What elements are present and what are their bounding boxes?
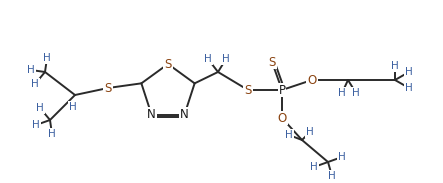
Text: H: H xyxy=(43,53,51,63)
Text: S: S xyxy=(268,55,276,68)
Text: S: S xyxy=(104,81,112,94)
Text: O: O xyxy=(277,111,287,124)
Text: H: H xyxy=(338,88,346,98)
Text: H: H xyxy=(204,54,212,64)
Text: H: H xyxy=(32,120,40,130)
Text: H: H xyxy=(31,79,39,89)
Text: H: H xyxy=(27,65,35,75)
Text: N: N xyxy=(147,108,156,121)
Text: H: H xyxy=(222,54,230,64)
Text: H: H xyxy=(48,129,56,139)
Text: H: H xyxy=(285,130,293,140)
Text: H: H xyxy=(338,152,346,162)
Text: S: S xyxy=(164,57,172,70)
Text: H: H xyxy=(69,102,77,112)
Text: H: H xyxy=(306,127,314,137)
Text: H: H xyxy=(36,103,44,113)
Text: H: H xyxy=(310,162,318,172)
Text: O: O xyxy=(307,74,317,87)
Text: H: H xyxy=(405,67,413,77)
Text: H: H xyxy=(405,83,413,93)
Text: H: H xyxy=(391,61,399,71)
Text: H: H xyxy=(328,171,336,181)
Text: S: S xyxy=(244,83,252,96)
Text: N: N xyxy=(180,108,189,121)
Text: H: H xyxy=(352,88,360,98)
Text: P: P xyxy=(279,83,285,96)
